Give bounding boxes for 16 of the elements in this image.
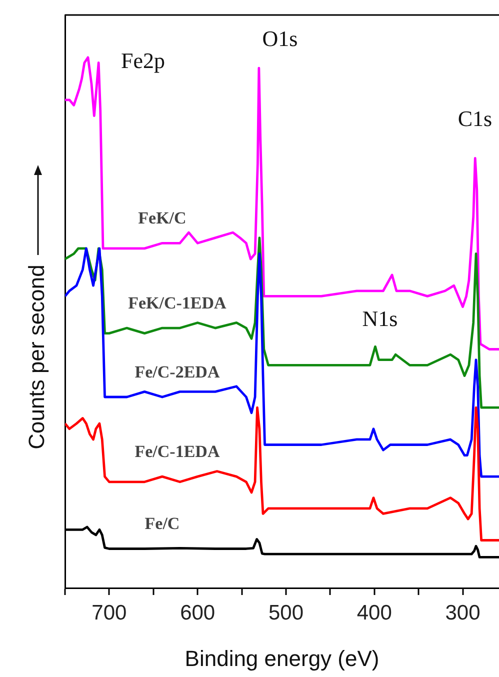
x-axis-title: Binding energy (eV) [184,646,380,671]
x-tick-label: 300 [445,601,480,624]
annotation: C1s [458,106,492,131]
series-label: FeK/C-1EDA [128,293,228,312]
x-tick-label: 500 [268,601,304,624]
x-tick-label: 600 [180,601,216,624]
x-tick-label: 400 [356,601,392,624]
text: O1s [262,26,298,51]
x-tick-label: 700 [92,601,127,624]
series-label: Fe/C [144,514,180,534]
annotation: N1s [362,306,398,331]
annotation: Fe2p [121,48,165,73]
series-label: Fe/C-1EDA [134,442,220,461]
series-label: Fe/C-2EDA [134,362,220,382]
series-label: FeK/C [138,208,186,228]
y-axis-title: Counts per second [24,264,50,450]
